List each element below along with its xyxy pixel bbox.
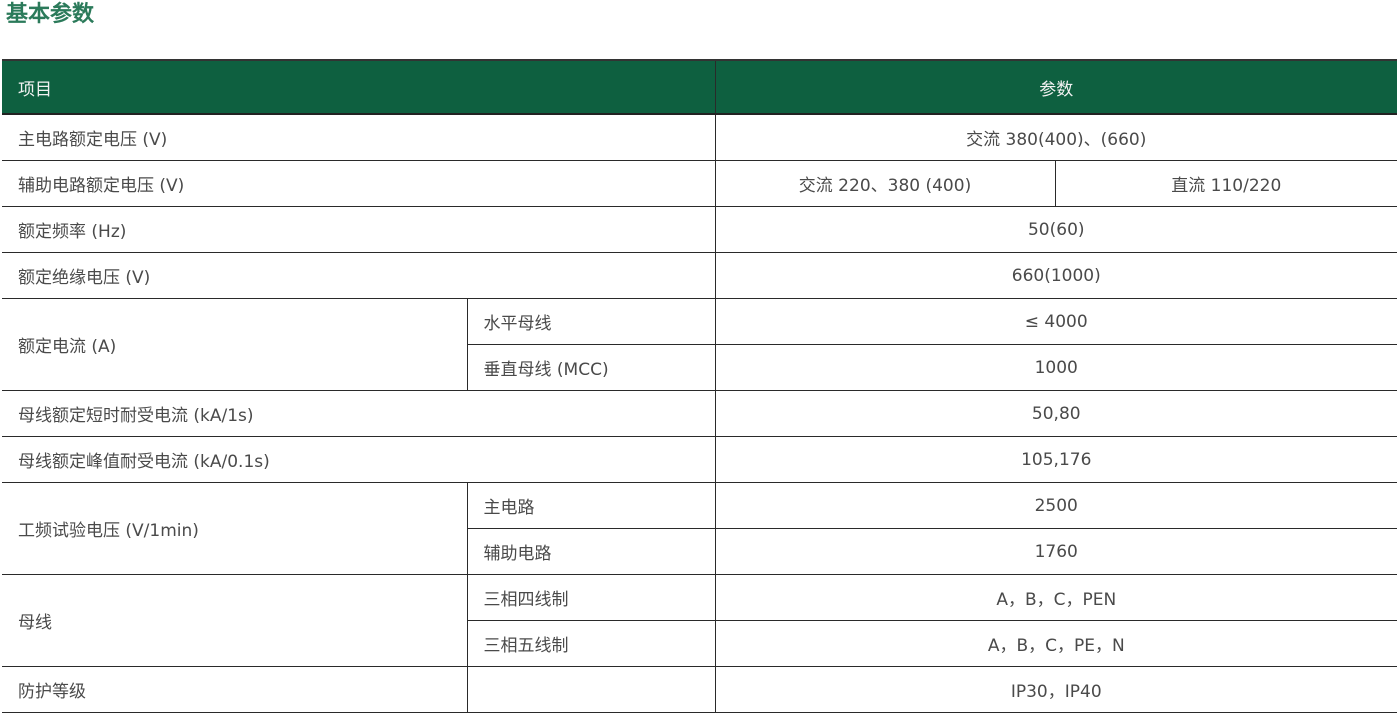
- row-value: 1000: [714, 344, 1397, 391]
- row-label: 母线额定短时耐受电流 (kA/1s): [2, 390, 715, 437]
- page-title: 基本参数: [6, 2, 95, 27]
- table-row: 主电路额定电压 (V) 交流 380(400)、(660): [2, 113, 1397, 161]
- row-sub-label: 水平母线: [466, 298, 715, 345]
- row-value: A，B，C，PEN: [714, 574, 1397, 621]
- table-row: 额定频率 (Hz) 50(60): [2, 206, 1397, 253]
- table-row: 垂直母线 (MCC) 1000: [2, 344, 1397, 391]
- table-row: 额定电流 (A) 水平母线 ≤ 4000: [2, 298, 1397, 391]
- header-param: 参数: [714, 59, 1397, 115]
- row-label: 额定频率 (Hz): [2, 206, 715, 253]
- row-value: A，B，C，PE，N: [714, 620, 1397, 667]
- row-value: 50,80: [714, 390, 1397, 437]
- row-value-dc: 直流 110/220: [1054, 160, 1397, 207]
- table-row: 母线额定峰值耐受电流 (kA/0.1s) 105,176: [2, 436, 1397, 483]
- row-label: 主电路额定电压 (V): [2, 113, 715, 161]
- row-sub-empty: [466, 666, 715, 713]
- row-label: 辅助电路额定电压 (V): [2, 160, 715, 207]
- row-value: ≤ 4000: [714, 298, 1397, 345]
- table-row: 母线 三相四线制 A，B，C，PEN: [2, 574, 1397, 667]
- table-row: 母线额定短时耐受电流 (kA/1s) 50,80: [2, 390, 1397, 437]
- row-value: 105,176: [714, 436, 1397, 483]
- row-label: 工频试验电压 (V/1min): [2, 482, 467, 575]
- row-value-ac: 交流 220、380 (400): [714, 160, 1055, 207]
- table-row: 辅助电路额定电压 (V) 交流 220、380 (400) 直流 110/220: [2, 160, 1397, 207]
- row-label: 母线额定峰值耐受电流 (kA/0.1s): [2, 436, 715, 483]
- header-item: 项目: [2, 59, 715, 115]
- table-row: 额定绝缘电压 (V) 660(1000): [2, 252, 1397, 299]
- row-sub-label: 垂直母线 (MCC): [466, 344, 715, 391]
- row-label: 母线: [2, 574, 467, 667]
- table-row: 工频试验电压 (V/1min) 主电路 2500: [2, 482, 1397, 575]
- table-header: 项目 参数: [2, 59, 1397, 115]
- row-label: 额定绝缘电压 (V): [2, 252, 715, 299]
- row-value: 1760: [714, 528, 1397, 575]
- row-sub-label: 辅助电路: [466, 528, 715, 575]
- row-sub-label: 三相四线制: [466, 574, 715, 621]
- row-value: 660(1000): [714, 252, 1397, 299]
- row-value: 50(60): [714, 206, 1397, 253]
- row-value: IP30，IP40: [714, 666, 1397, 713]
- parameters-table: 项目 参数 主电路额定电压 (V) 交流 380(400)、(660) 辅助电路…: [2, 59, 1397, 713]
- row-sub-label: 主电路: [466, 482, 715, 529]
- table-row: 防护等级 IP30，IP40: [2, 666, 1397, 713]
- row-value: 交流 380(400)、(660): [714, 113, 1397, 161]
- row-sub-label: 三相五线制: [466, 620, 715, 667]
- row-label: 防护等级: [2, 666, 467, 713]
- row-value: 2500: [714, 482, 1397, 529]
- row-label: 额定电流 (A): [2, 298, 467, 391]
